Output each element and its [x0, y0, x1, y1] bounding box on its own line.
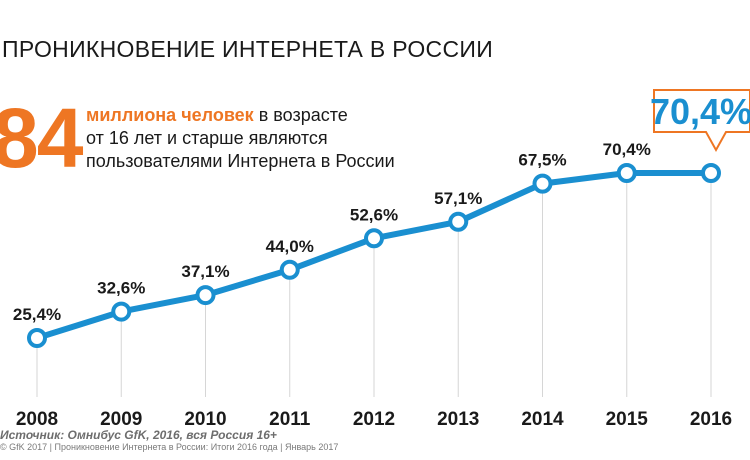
source-note: Источник: Омнибус GfK, 2016, вся Россия … — [0, 428, 277, 442]
data-label: 52,6% — [350, 205, 398, 224]
data-point — [701, 163, 721, 183]
headline-line-2: от 16 лет и старше являются — [86, 128, 328, 148]
callout-box — [653, 89, 750, 153]
footer-copyright: © GfK 2017 | Проникновение Интернета в Р… — [0, 442, 339, 452]
headline: миллиона человек в возрасте от 16 лет и … — [86, 104, 395, 173]
x-tick-label: 2014 — [521, 409, 564, 430]
callout: 70,4% — [650, 89, 750, 153]
data-label: 25,4% — [13, 305, 61, 324]
headline-line-1: миллиона человек в возрасте — [86, 104, 395, 127]
data-point — [616, 163, 637, 183]
data-point — [111, 301, 132, 322]
x-tick-label: 2008 — [16, 409, 58, 430]
page-title: ПРОНИКНОВЕНИЕ ИНТЕРНЕТА В РОССИИ — [2, 36, 494, 62]
x-tick-label: 2013 — [437, 409, 479, 430]
data-point — [532, 173, 553, 194]
tick-layer: 2008 2009 2010 2011 2012 2013 2014 2015 2016 — [16, 409, 732, 430]
data-label: 44,0% — [266, 237, 314, 256]
data-point — [448, 211, 469, 232]
data-label: 57,1% — [434, 189, 482, 208]
marker-layer — [27, 163, 721, 348]
data-point — [195, 285, 216, 306]
label-layer: 25,4% 32,6% 37,1% 44,0% 52,6% 57,1% 67,5% 70,4% — [13, 140, 651, 324]
x-tick-label: 2011 — [269, 409, 311, 430]
x-tick-label: 2010 — [184, 409, 226, 430]
x-tick-label: 2016 — [690, 409, 732, 430]
callout-label: 70,4% — [650, 91, 750, 132]
x-tick-label: 2012 — [353, 409, 395, 430]
x-tick-label: 2015 — [606, 409, 649, 430]
data-label: 70,4% — [603, 140, 651, 159]
x-tick-label: 2009 — [100, 409, 142, 430]
data-label: 67,5% — [518, 151, 566, 170]
headline-line-1-rest: в возрасте — [258, 105, 348, 125]
big-number: 84 — [0, 91, 83, 185]
data-point — [27, 328, 47, 348]
data-label: 32,6% — [97, 279, 145, 298]
data-point — [279, 259, 300, 280]
headline-accent: миллиона человек — [86, 105, 254, 125]
data-point — [364, 228, 384, 249]
headline-line-3: пользователями Интернета в России — [86, 151, 395, 171]
data-label: 37,1% — [181, 262, 229, 281]
